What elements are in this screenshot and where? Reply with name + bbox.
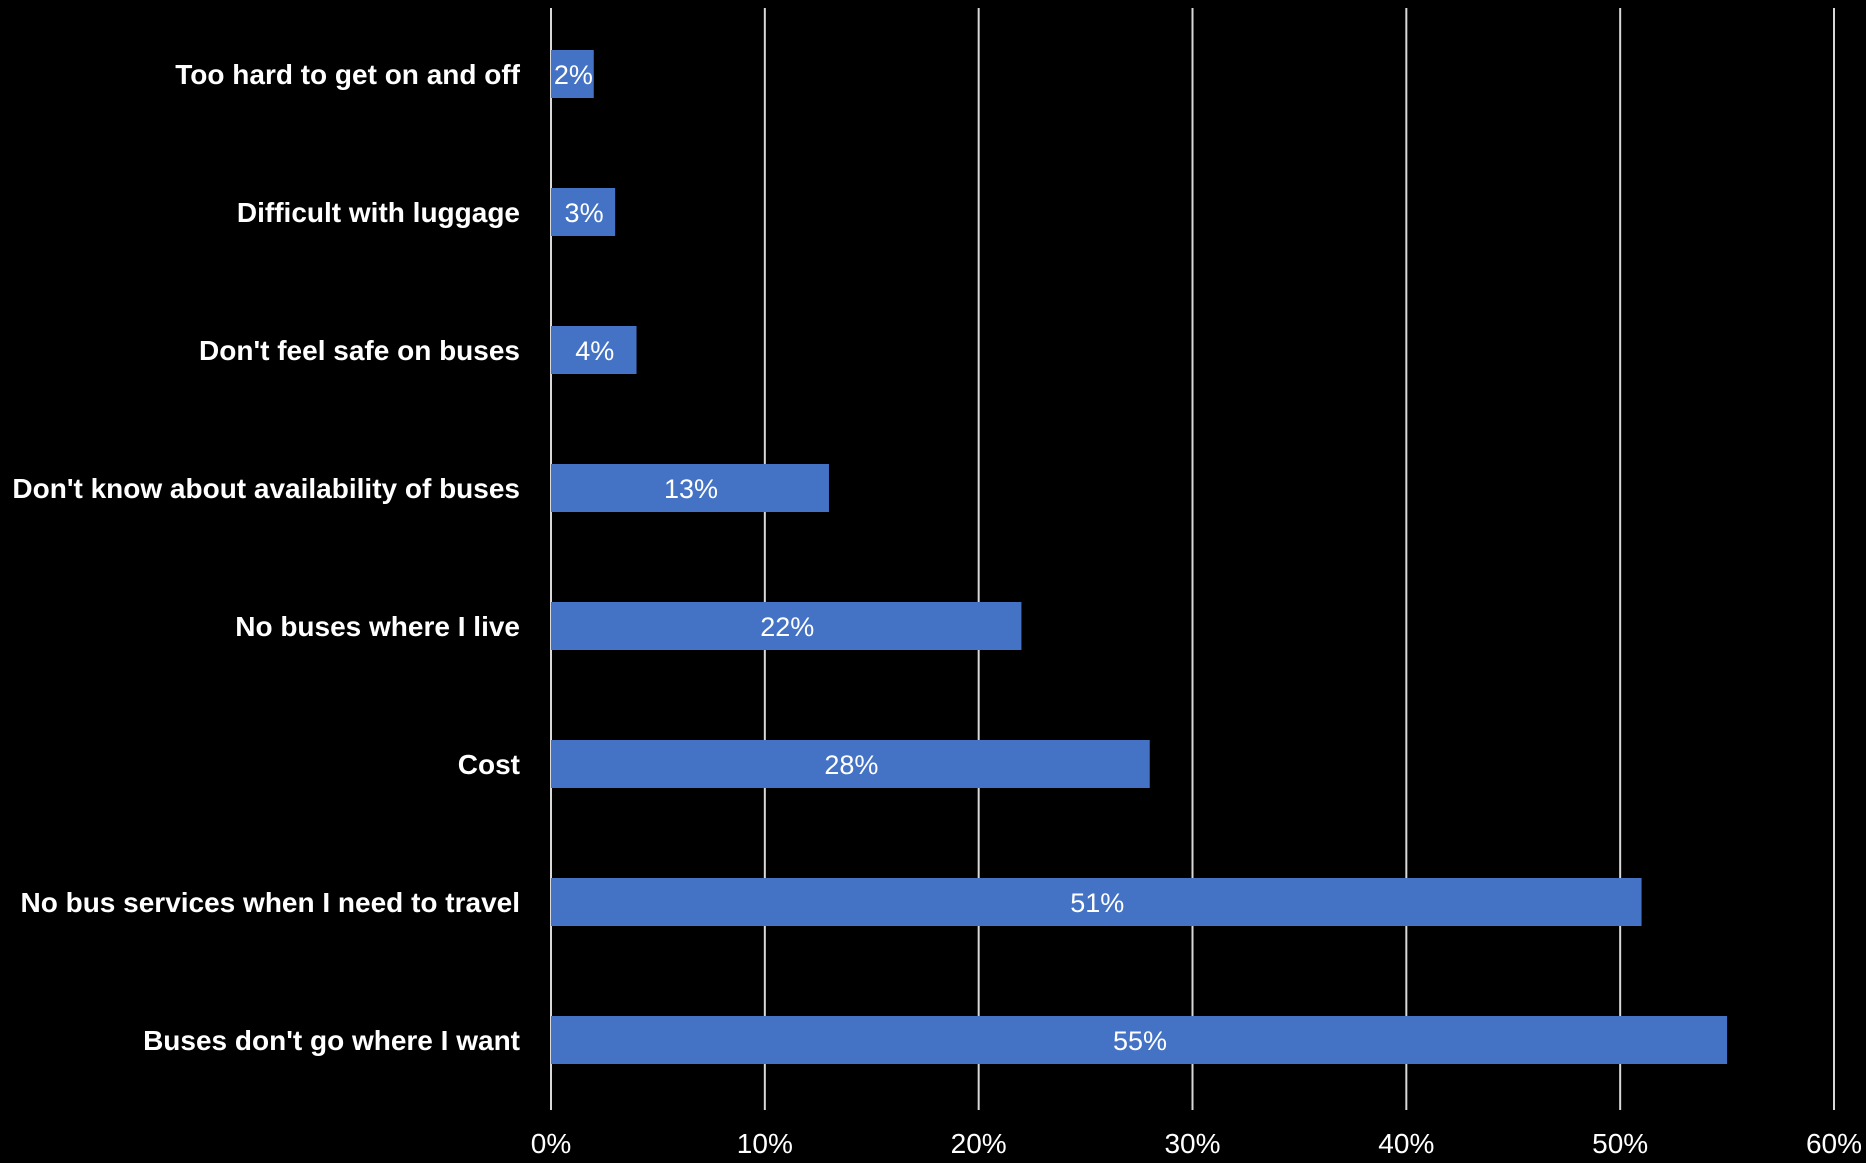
data-label: 55% [1113, 1026, 1167, 1056]
data-label: 51% [1070, 888, 1124, 918]
x-tick-label: 40% [1378, 1128, 1434, 1159]
x-tick-label: 60% [1806, 1128, 1862, 1159]
data-label: 4% [575, 336, 614, 366]
bar [551, 188, 616, 236]
data-label: 22% [760, 612, 814, 642]
category-label: Buses don't go where I want [143, 1025, 520, 1056]
category-labels: Too hard to get on and off Difficult with… [12, 59, 520, 1056]
bar [551, 602, 1022, 650]
data-labels: 2% 3% 4% 13% 22% 28% 51% 55% [554, 60, 1167, 1056]
bar [551, 326, 637, 374]
category-label: Cost [458, 749, 520, 780]
bars [551, 50, 1728, 1064]
x-axis-tick-labels: 0% 10% 20% 30% 40% 50% 60% [531, 1128, 1862, 1159]
bar [551, 464, 829, 512]
x-tick-label: 20% [951, 1128, 1007, 1159]
category-label: Don't feel safe on buses [199, 335, 520, 366]
category-label: Difficult with luggage [237, 197, 520, 228]
bar [551, 740, 1150, 788]
gridlines [550, 8, 1835, 1110]
bar [551, 1016, 1728, 1064]
x-tick-label: 30% [1164, 1128, 1220, 1159]
data-label: 2% [554, 60, 593, 90]
data-label: 13% [664, 474, 718, 504]
data-label: 28% [824, 750, 878, 780]
x-tick-label: 10% [737, 1128, 793, 1159]
x-tick-label: 0% [531, 1128, 571, 1159]
category-label: Don't know about availability of buses [12, 473, 520, 504]
category-label: No buses where I live [235, 611, 520, 642]
category-label: Too hard to get on and off [175, 59, 520, 90]
category-label: No bus services when I need to travel [20, 887, 520, 918]
x-tick-label: 50% [1592, 1128, 1648, 1159]
data-label: 3% [565, 198, 604, 228]
bar [551, 878, 1642, 926]
bar [551, 50, 594, 98]
